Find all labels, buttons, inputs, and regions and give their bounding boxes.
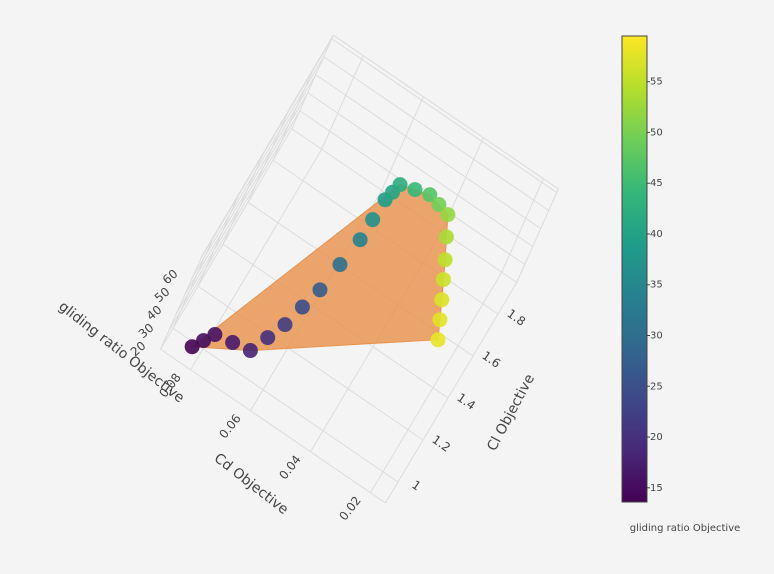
colorbar-tick-label: 15 xyxy=(650,483,663,494)
point xyxy=(430,332,446,348)
point xyxy=(365,212,381,228)
z-grid-line xyxy=(315,74,542,229)
box-edge xyxy=(160,128,293,350)
colorbar-tick-label: 50 xyxy=(650,127,663,138)
x-grid-line xyxy=(381,96,424,191)
y-grid-line xyxy=(172,327,399,483)
z-grid-line xyxy=(307,92,534,247)
y-grid-line xyxy=(197,285,424,441)
point xyxy=(438,229,454,245)
point xyxy=(432,312,448,328)
z-grid-line xyxy=(168,110,301,332)
colorbar-tick-label: 25 xyxy=(650,381,663,392)
point xyxy=(242,343,258,359)
colorbar-tick-label: 40 xyxy=(650,229,663,240)
point xyxy=(436,272,452,288)
point xyxy=(196,333,212,349)
point xyxy=(434,292,450,308)
z-grid-line xyxy=(200,38,333,260)
point xyxy=(312,282,328,298)
point xyxy=(431,197,447,213)
colorbar-tick-label: 45 xyxy=(650,178,663,189)
point xyxy=(207,327,223,343)
colorbar xyxy=(621,35,648,503)
box-edge xyxy=(160,255,203,350)
colorbar-tick-label: 55 xyxy=(650,77,663,88)
colorbar-title: gliding ratio Objective xyxy=(630,523,741,534)
point xyxy=(260,330,276,346)
point xyxy=(277,317,293,333)
box-edge xyxy=(385,282,518,504)
colorbar-tick-label: 30 xyxy=(650,330,663,341)
point xyxy=(184,339,200,355)
colorbar-tick-label: 20 xyxy=(650,432,663,443)
z-grid-line xyxy=(192,56,325,278)
z-grid-line xyxy=(176,92,309,314)
point xyxy=(352,232,368,248)
z-grid-line xyxy=(331,38,558,193)
box-edge xyxy=(516,188,559,283)
x-grid-line xyxy=(501,178,544,273)
point xyxy=(294,299,310,315)
point xyxy=(407,182,423,198)
z-grid-line xyxy=(323,56,550,211)
z-grid-line xyxy=(184,74,317,296)
point xyxy=(332,257,348,273)
point xyxy=(437,252,453,268)
colorbar-tick-label: 35 xyxy=(650,280,663,291)
box-edge xyxy=(333,34,559,190)
x-grid-line xyxy=(370,271,503,494)
point xyxy=(422,187,438,203)
point xyxy=(392,177,408,193)
point xyxy=(225,335,241,351)
x-grid-line xyxy=(321,55,364,150)
point xyxy=(440,207,456,223)
box-edge xyxy=(160,348,386,504)
